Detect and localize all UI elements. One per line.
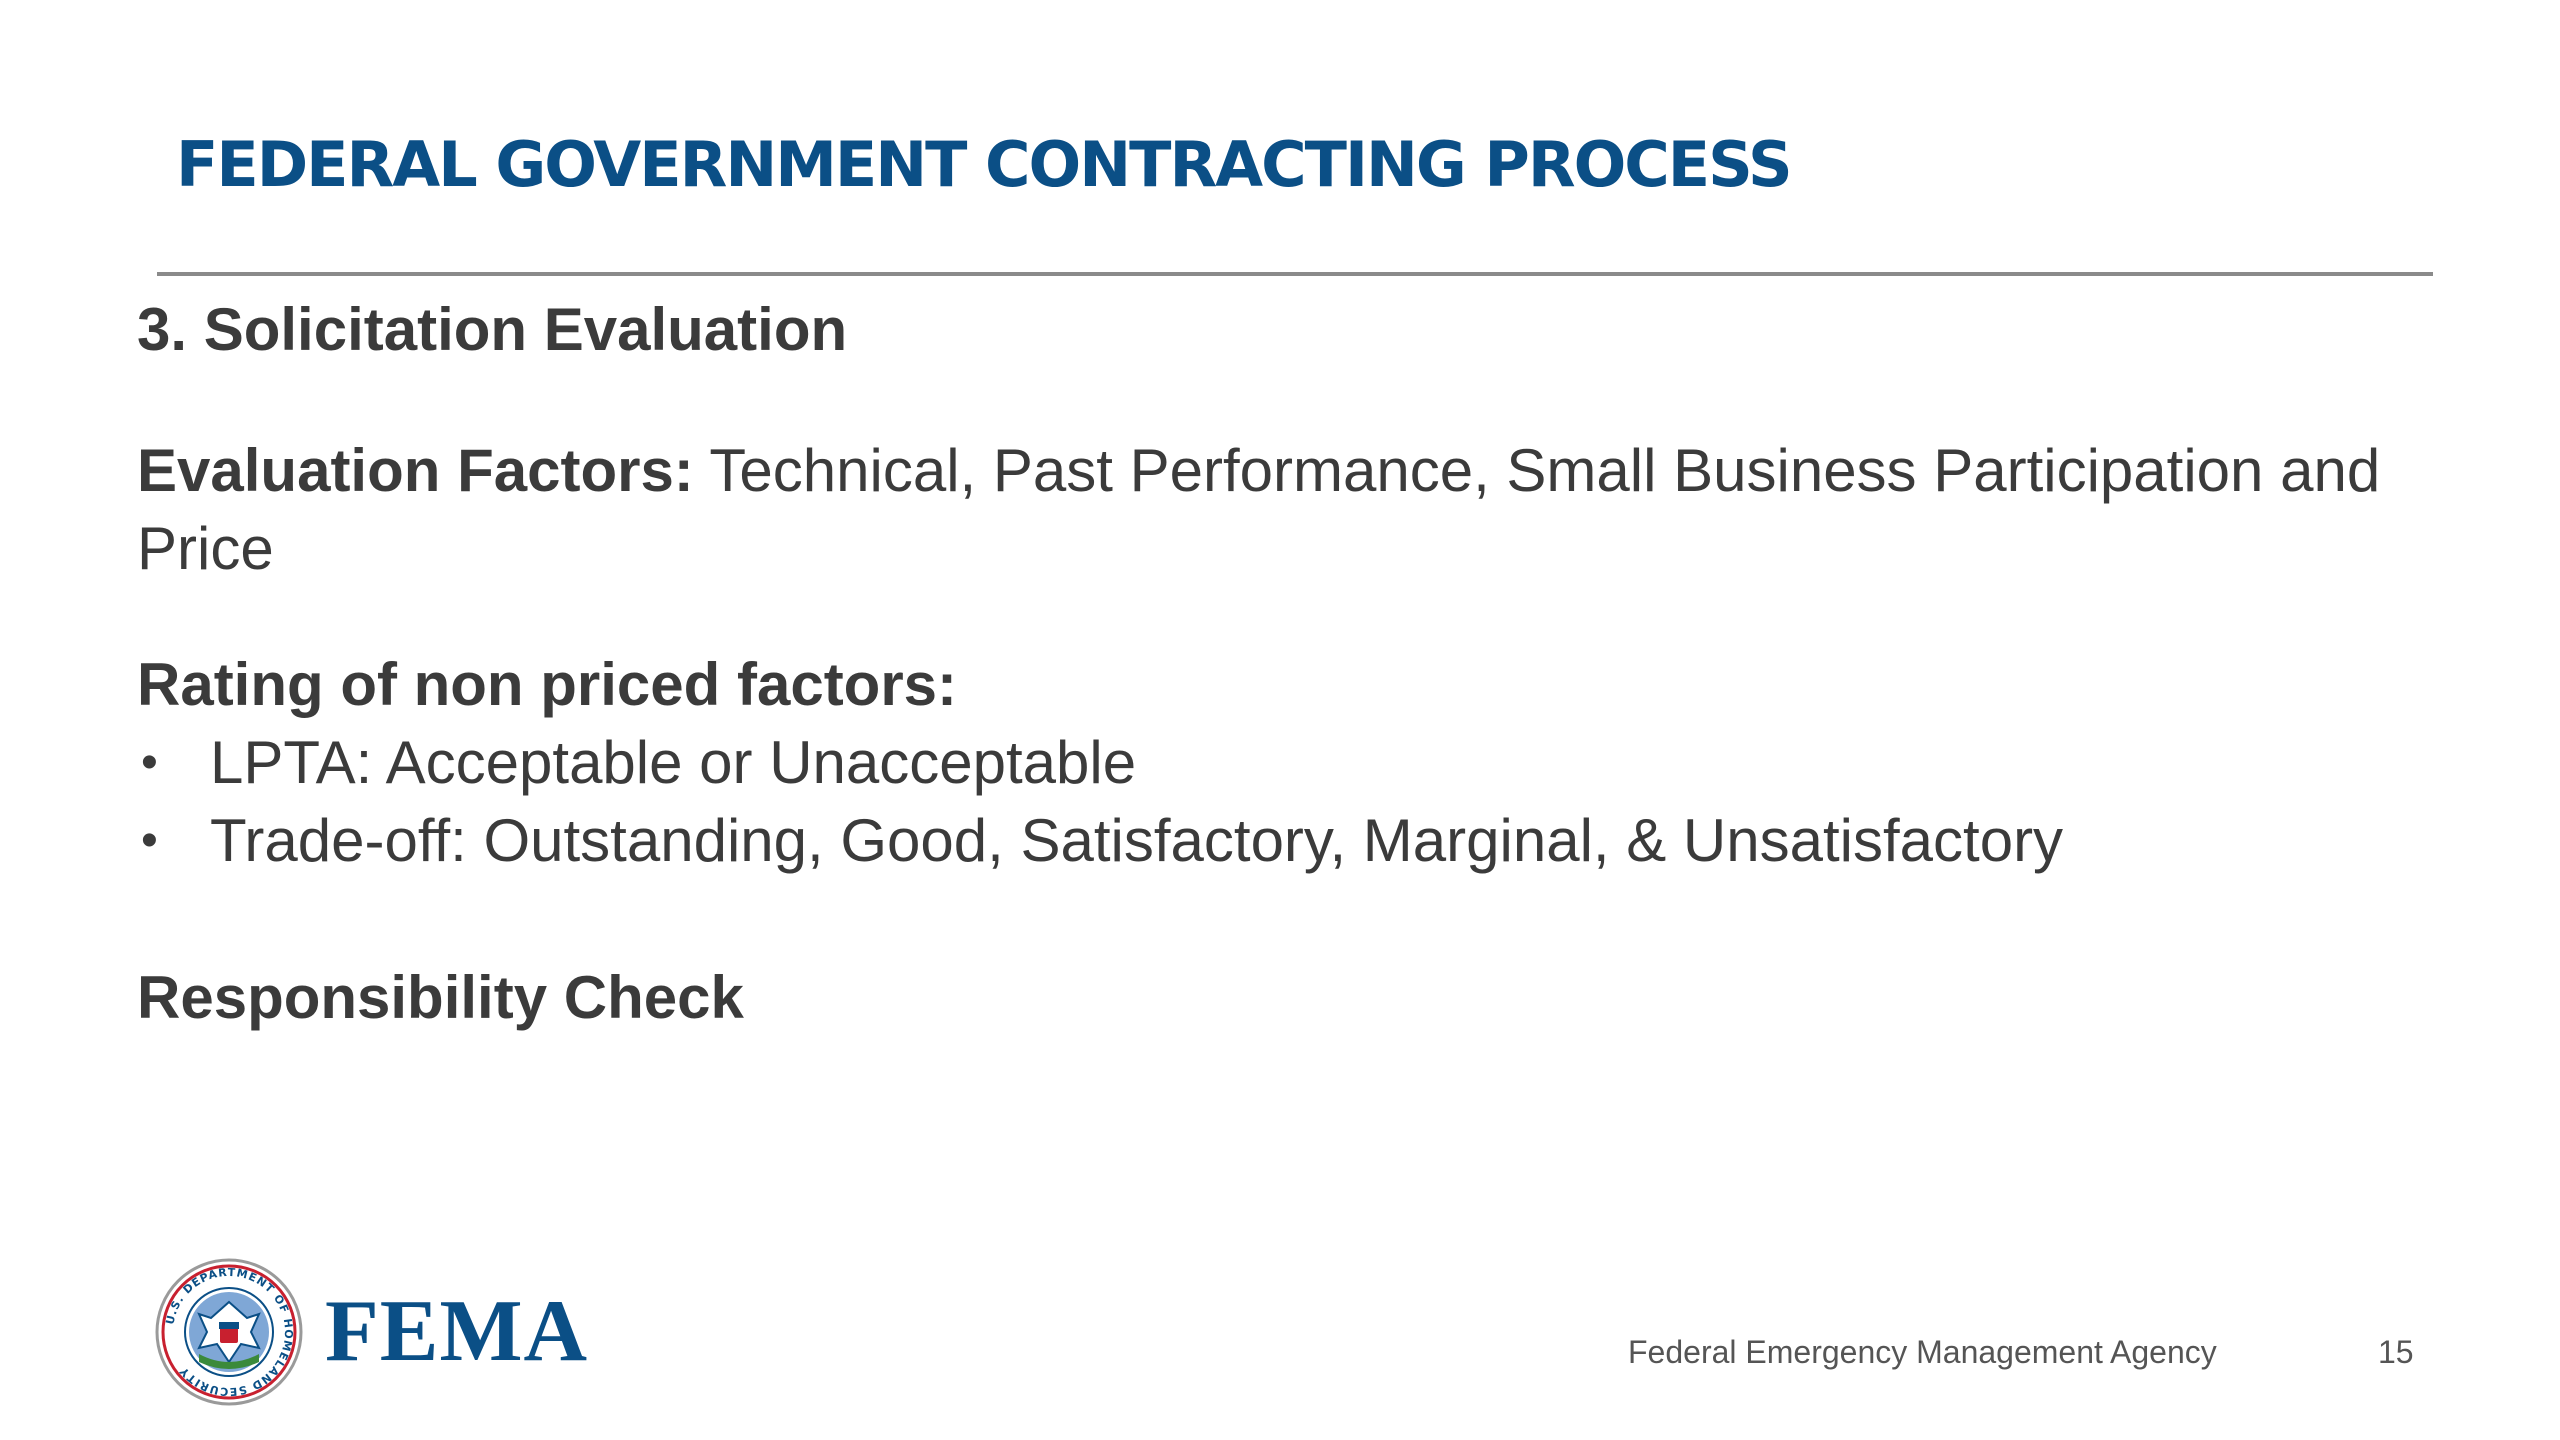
bullet-dot-icon: • bbox=[141, 736, 158, 789]
rating-section: Rating of non priced factors: • LPTA: Acc… bbox=[137, 646, 2437, 880]
evaluation-factors-paragraph: Evaluation Factors: Technical, Past Perf… bbox=[137, 432, 2437, 588]
bullet-text: Trade-off: Outstanding, Good, Satisfacto… bbox=[210, 807, 2064, 874]
page-number: 15 bbox=[2378, 1334, 2414, 1370]
slide-body: 3. Solicitation Evaluation Evaluation Fa… bbox=[137, 290, 2437, 1038]
fema-logo: U.S. DEPARTMENT OF HOMELAND SECURITY FEM… bbox=[155, 1257, 588, 1407]
list-item: • Trade-off: Outstanding, Good, Satisfact… bbox=[137, 802, 2437, 880]
title-divider bbox=[157, 272, 2433, 276]
rating-heading: Rating of non priced factors: bbox=[137, 651, 958, 718]
bullet-dot-icon: • bbox=[141, 814, 158, 867]
responsibility-heading: Responsibility Check bbox=[137, 964, 744, 1031]
evaluation-factors-label: Evaluation Factors: bbox=[137, 437, 694, 504]
bullet-text: LPTA: Acceptable or Unacceptable bbox=[210, 729, 1137, 796]
list-item: • LPTA: Acceptable or Unacceptable bbox=[137, 724, 2437, 802]
fema-wordmark: FEMA bbox=[325, 1283, 589, 1380]
section-heading: 3. Solicitation Evaluation bbox=[137, 296, 848, 363]
footer-agency-name: Federal Emergency Management Agency bbox=[1628, 1334, 2217, 1370]
slide-title: FEDERAL GOVERNMENT CONTRACTING PROCESS bbox=[176, 128, 1793, 201]
rating-bullet-list: • LPTA: Acceptable or Unacceptable • Trade… bbox=[137, 724, 2437, 880]
dhs-seal-icon: U.S. DEPARTMENT OF HOMELAND SECURITY bbox=[155, 1258, 303, 1406]
evaluation-factors-text: Technical, Past Performance, Small Busin… bbox=[137, 437, 2381, 582]
